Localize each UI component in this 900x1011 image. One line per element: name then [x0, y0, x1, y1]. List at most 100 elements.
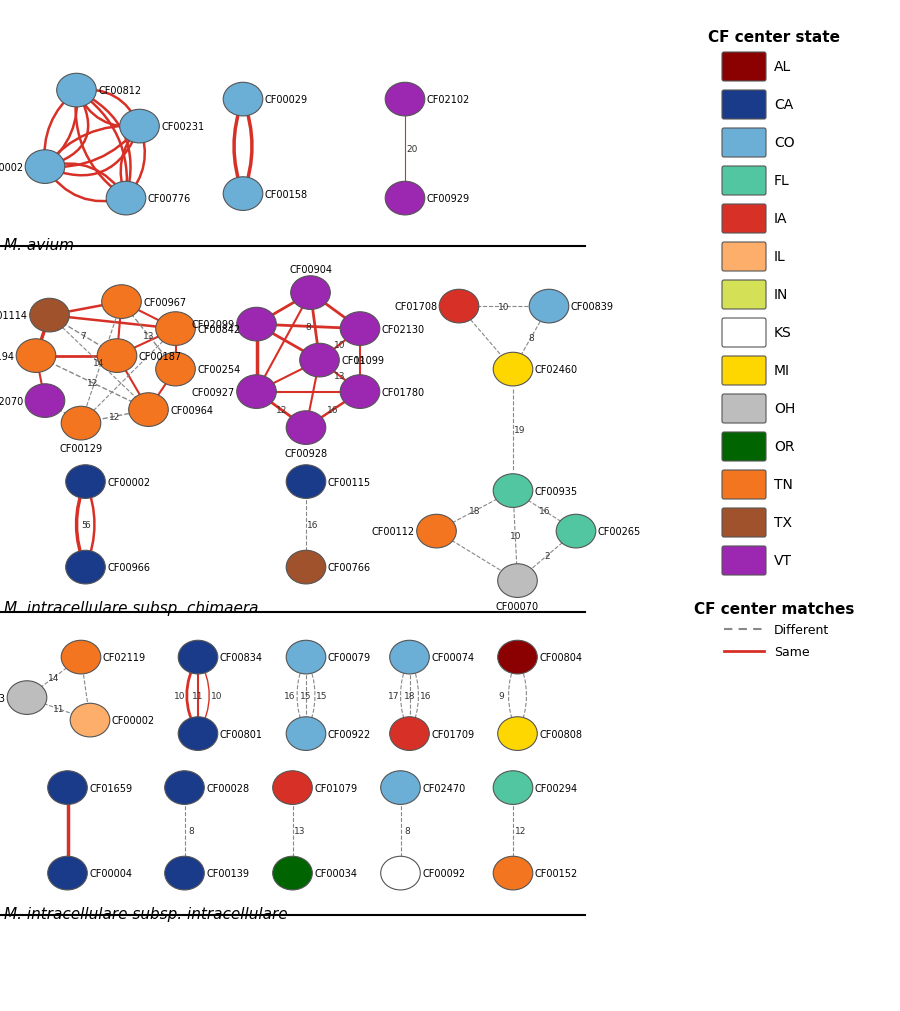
Text: 16: 16 [308, 521, 319, 530]
Text: 15: 15 [301, 692, 311, 701]
Text: CF00929: CF00929 [427, 194, 470, 204]
Ellipse shape [165, 771, 204, 805]
Text: 10: 10 [334, 341, 346, 350]
Text: CF02470: CF02470 [422, 783, 465, 793]
Ellipse shape [417, 515, 456, 548]
Text: 5: 5 [81, 521, 86, 530]
Ellipse shape [70, 704, 110, 737]
Ellipse shape [381, 771, 420, 805]
Text: OH: OH [774, 401, 796, 416]
Text: CF00265: CF00265 [598, 527, 641, 537]
Text: CF00070: CF00070 [496, 602, 539, 612]
Text: CA: CA [774, 98, 793, 112]
Ellipse shape [223, 178, 263, 211]
Text: CO: CO [774, 135, 795, 150]
Ellipse shape [25, 151, 65, 184]
Ellipse shape [61, 641, 101, 674]
Ellipse shape [493, 353, 533, 386]
Text: 16: 16 [539, 507, 550, 516]
Text: CF00002: CF00002 [107, 477, 150, 487]
Text: CF02460: CF02460 [535, 365, 578, 375]
FancyBboxPatch shape [722, 167, 766, 196]
Ellipse shape [529, 290, 569, 324]
Ellipse shape [223, 83, 263, 117]
Ellipse shape [156, 312, 195, 346]
Text: KS: KS [774, 326, 792, 340]
Text: MI: MI [774, 364, 790, 378]
Text: 13: 13 [143, 332, 154, 341]
Text: 13: 13 [294, 826, 305, 835]
Text: 10: 10 [499, 302, 509, 311]
Ellipse shape [556, 515, 596, 548]
Ellipse shape [390, 641, 429, 674]
Ellipse shape [178, 717, 218, 751]
FancyBboxPatch shape [722, 205, 766, 234]
Text: CF00804: CF00804 [539, 652, 582, 662]
Text: 12: 12 [86, 379, 98, 387]
Text: CF00842: CF00842 [197, 325, 240, 335]
Ellipse shape [493, 474, 533, 508]
Ellipse shape [286, 411, 326, 445]
Text: 11: 11 [53, 705, 64, 714]
Text: 2: 2 [544, 552, 550, 561]
Text: CF00187: CF00187 [139, 351, 182, 361]
Text: CF center state: CF center state [708, 30, 840, 44]
Ellipse shape [286, 551, 326, 584]
Text: CF00966: CF00966 [107, 562, 150, 572]
FancyBboxPatch shape [722, 433, 766, 462]
Text: CF00139: CF00139 [206, 868, 249, 879]
Ellipse shape [106, 182, 146, 215]
Text: CF00029: CF00029 [265, 95, 308, 105]
Text: CF00812: CF00812 [98, 86, 141, 96]
Text: 12: 12 [109, 412, 121, 422]
FancyBboxPatch shape [722, 547, 766, 575]
Text: CF01780: CF01780 [382, 387, 425, 397]
Text: FL: FL [774, 174, 790, 188]
Text: CF00002: CF00002 [0, 163, 23, 173]
Ellipse shape [129, 393, 168, 427]
Ellipse shape [286, 717, 326, 751]
Ellipse shape [291, 276, 330, 310]
Text: 16: 16 [420, 692, 431, 701]
Text: CF00079: CF00079 [328, 652, 371, 662]
Text: TX: TX [774, 516, 792, 530]
Text: CF02099: CF02099 [192, 319, 235, 330]
Text: CF00834: CF00834 [220, 652, 263, 662]
Text: CF00129: CF00129 [59, 444, 103, 454]
Text: CF00028: CF00028 [206, 783, 249, 793]
FancyBboxPatch shape [722, 357, 766, 385]
Text: 10: 10 [211, 692, 222, 701]
Ellipse shape [286, 641, 326, 674]
Text: M. intracellulare subsp. intracellulare: M. intracellulare subsp. intracellulare [4, 907, 288, 921]
Text: 20: 20 [407, 145, 418, 154]
Text: CF00766: CF00766 [328, 562, 371, 572]
Text: 18: 18 [404, 692, 415, 701]
Ellipse shape [16, 340, 56, 373]
Text: M. avium: M. avium [4, 238, 75, 253]
Ellipse shape [340, 375, 380, 409]
FancyBboxPatch shape [722, 128, 766, 158]
Text: 18: 18 [469, 507, 481, 516]
Text: CF00004: CF00004 [89, 868, 132, 879]
Text: 8: 8 [189, 826, 194, 835]
Text: 10: 10 [509, 532, 521, 541]
Text: 10: 10 [174, 692, 185, 701]
Text: CF00158: CF00158 [265, 189, 308, 199]
Text: 16: 16 [284, 692, 295, 701]
Text: 8: 8 [528, 334, 534, 343]
Ellipse shape [273, 856, 312, 890]
Text: 13: 13 [355, 356, 365, 365]
Text: IN: IN [774, 288, 788, 301]
Ellipse shape [340, 312, 380, 346]
Ellipse shape [156, 353, 195, 386]
Ellipse shape [381, 856, 420, 890]
Text: CF00074: CF00074 [431, 652, 474, 662]
Ellipse shape [57, 74, 96, 108]
Text: CF01043: CF01043 [0, 693, 5, 703]
Text: CF02119: CF02119 [103, 652, 146, 662]
Text: 13: 13 [334, 372, 346, 381]
Ellipse shape [498, 717, 537, 751]
FancyBboxPatch shape [722, 318, 766, 348]
Text: CF00808: CF00808 [539, 729, 582, 739]
Ellipse shape [385, 83, 425, 117]
